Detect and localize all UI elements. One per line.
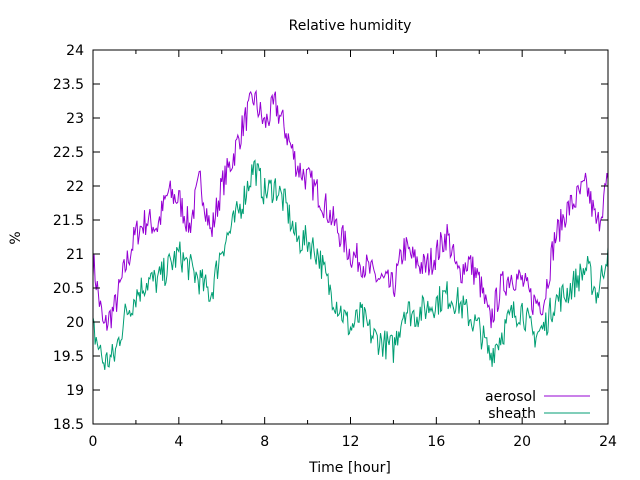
y-tick-label: 24 — [66, 43, 84, 59]
x-tick-label: 16 — [427, 434, 445, 450]
y-tick-label: 20.5 — [53, 281, 84, 297]
y-tick-label: 22 — [66, 179, 84, 195]
y-axis-label: % — [8, 231, 24, 244]
y-tick-label: 18.5 — [53, 417, 84, 433]
plot-frame — [92, 49, 609, 425]
y-tick-label: 22.5 — [53, 145, 84, 161]
plot-area: 18.5 19 19.5 20 20.5 21 21.5 22 22.5 23 23.5 24 0 4 8 1… — [53, 43, 617, 450]
x-tick-label: 12 — [342, 434, 360, 450]
x-tick-label: 20 — [513, 434, 531, 450]
y-tick-label: 19.5 — [53, 349, 84, 365]
x-axis-label: Time [hour] — [308, 460, 391, 476]
x-tick-label: 0 — [89, 434, 98, 450]
y-tick-label: 20 — [66, 315, 84, 331]
y-tick-label: 21.5 — [53, 213, 84, 229]
chart-title: Relative humidity — [289, 18, 412, 34]
x-tick-label: 4 — [174, 434, 183, 450]
series-line-aerosol — [92, 89, 609, 331]
series-line-sheath — [92, 159, 609, 370]
y-tick-label: 21 — [66, 247, 84, 263]
legend-label-aerosol: aerosol — [485, 389, 536, 405]
x-tick-label: 8 — [260, 434, 269, 450]
y-tick-label: 23.5 — [53, 77, 84, 93]
legend-label-sheath: sheath — [488, 406, 536, 422]
y-tick-label: 19 — [66, 383, 84, 399]
y-tick-label: 23 — [66, 111, 84, 127]
x-tick-label: 24 — [599, 434, 617, 450]
